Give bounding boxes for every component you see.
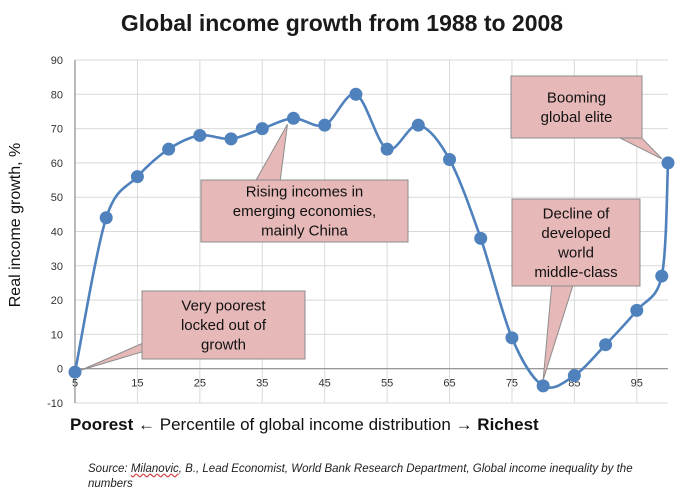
callout-box xyxy=(510,75,643,139)
callout-text: Booming xyxy=(547,89,606,106)
data-point xyxy=(224,132,238,146)
data-point xyxy=(567,369,581,383)
callout-box xyxy=(200,179,409,243)
x-tick-label: 25 xyxy=(194,378,206,390)
x-tick-label: 75 xyxy=(506,378,518,390)
source-rest: , B., Lead Economist, World Bank Researc… xyxy=(88,463,633,490)
source-prefix: Source: xyxy=(88,463,131,475)
y-tick-label: 0 xyxy=(57,364,63,376)
y-tick-label: 40 xyxy=(51,227,63,239)
x-axis-label: Poorest ← Percentile of global income di… xyxy=(70,415,670,435)
y-tick-labels: -10 0 10 20 30 40 50 60 70 80 90 xyxy=(47,55,63,410)
data-point xyxy=(661,156,675,170)
x-tick-label: 55 xyxy=(381,378,393,390)
callout-elite: Booming global elite xyxy=(510,75,663,160)
callout-box xyxy=(141,290,306,360)
y-tick-label: 20 xyxy=(51,295,63,307)
data-point xyxy=(536,379,550,393)
data-point xyxy=(99,211,113,225)
source-note: Source: Milanovic, B., Lead Economist, W… xyxy=(88,462,648,492)
callout-text: Very poorest xyxy=(181,298,266,315)
x-axis-arrow-left: ← xyxy=(138,415,156,434)
data-point xyxy=(193,128,207,142)
y-tick-label: 30 xyxy=(51,261,63,273)
y-tick-label: 90 xyxy=(51,55,63,67)
callout-text: Decline of xyxy=(543,205,611,222)
source-author: Milanovic xyxy=(130,463,179,475)
y-tick-label: 50 xyxy=(51,192,63,204)
data-point xyxy=(505,331,519,345)
callouts: Very poorest locked out of growth Rising in… xyxy=(80,75,663,381)
x-tick-label: 15 xyxy=(131,378,143,390)
data-point xyxy=(630,303,644,317)
data-point xyxy=(474,231,488,245)
callout-text: growth xyxy=(201,337,246,354)
data-point xyxy=(349,87,363,101)
callout-text: developed xyxy=(541,225,610,242)
callout-decline: Decline of developed world middle-class xyxy=(511,198,641,381)
data-point xyxy=(68,365,82,379)
callout-text: global elite xyxy=(541,109,613,126)
x-tick-label: 45 xyxy=(319,378,331,390)
callout-rising: Rising incomes in emerging economies, main… xyxy=(200,124,409,243)
x-tick-label: 35 xyxy=(256,378,268,390)
y-tick-label: 10 xyxy=(51,329,63,341)
data-point xyxy=(655,269,669,283)
x-axis-left-label: Poorest xyxy=(70,415,134,434)
data-point xyxy=(162,142,176,156)
y-tick-label: 60 xyxy=(51,158,63,170)
y-tick-label: -10 xyxy=(47,398,63,410)
data-point xyxy=(380,142,394,156)
data-point xyxy=(318,118,332,132)
data-point xyxy=(286,111,300,125)
callout-text: locked out of xyxy=(181,317,267,334)
y-tick-label: 80 xyxy=(51,89,63,101)
x-tick-labels: 5 15 25 35 45 55 65 75 85 95 xyxy=(72,378,643,390)
callout-text: middle-class xyxy=(534,264,617,281)
x-axis-middle-label: Percentile of global income distribution xyxy=(159,415,451,434)
data-point xyxy=(411,118,425,132)
callout-poorest: Very poorest locked out of growth xyxy=(80,290,306,371)
x-tick-label: 5 xyxy=(72,378,78,390)
chart-title: Global income growth from 1988 to 2008 xyxy=(120,10,564,36)
data-point xyxy=(599,338,613,352)
callout-text: Rising incomes in xyxy=(246,184,364,201)
x-axis-arrow-right: → xyxy=(455,415,473,434)
data-point xyxy=(255,122,269,136)
data-point xyxy=(443,152,457,166)
callout-box xyxy=(511,198,641,287)
data-point xyxy=(130,170,144,184)
callout-text: world xyxy=(557,244,594,261)
data-points xyxy=(68,87,675,393)
callout-text: emerging economies, xyxy=(233,203,376,220)
y-tick-label: 70 xyxy=(51,124,63,136)
x-tick-label: 95 xyxy=(631,378,643,390)
callout-text: mainly China xyxy=(261,223,348,240)
callout-pointer xyxy=(542,281,575,381)
y-axis-label: Real income growth, % xyxy=(7,143,24,308)
x-tick-label: 65 xyxy=(443,378,455,390)
x-axis-right-label: Richest xyxy=(477,415,539,434)
